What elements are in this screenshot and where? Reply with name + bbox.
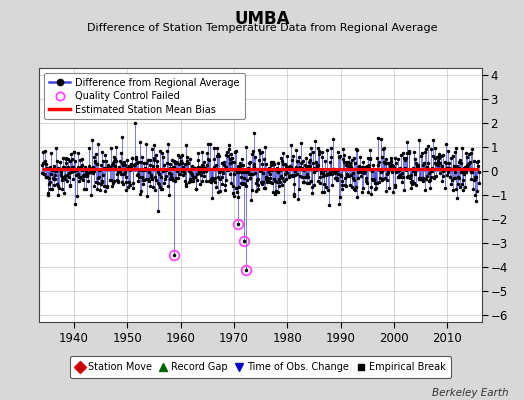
Legend: Station Move, Record Gap, Time of Obs. Change, Empirical Break: Station Move, Record Gap, Time of Obs. C… bbox=[70, 356, 451, 378]
Text: Berkeley Earth: Berkeley Earth bbox=[432, 388, 508, 398]
Text: Difference of Station Temperature Data from Regional Average: Difference of Station Temperature Data f… bbox=[87, 23, 437, 33]
Legend: Difference from Regional Average, Quality Control Failed, Estimated Station Mean: Difference from Regional Average, Qualit… bbox=[44, 73, 245, 119]
Text: UMBA: UMBA bbox=[234, 10, 290, 28]
